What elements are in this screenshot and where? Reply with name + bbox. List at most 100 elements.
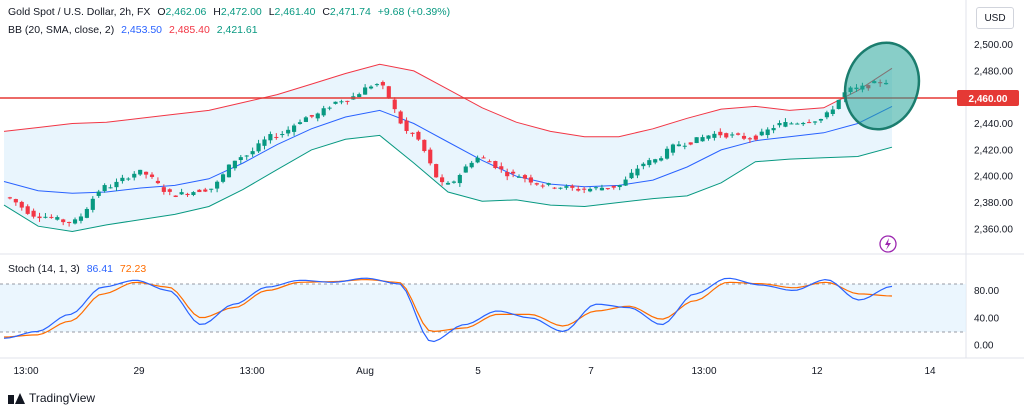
candle bbox=[706, 135, 711, 141]
candle bbox=[670, 143, 676, 156]
candle-body bbox=[161, 187, 166, 192]
candle bbox=[49, 214, 54, 219]
candle bbox=[43, 213, 48, 219]
candle-body bbox=[730, 134, 735, 136]
candle-body bbox=[37, 216, 42, 219]
bb-mid-value: 2,453.50 bbox=[121, 24, 163, 36]
footer-brand[interactable]: TradingView bbox=[8, 391, 95, 405]
candle bbox=[220, 173, 226, 184]
candle-body bbox=[511, 171, 516, 174]
stoch-tick-label: 80.00 bbox=[974, 286, 999, 297]
candle bbox=[741, 132, 747, 141]
candle-body bbox=[617, 184, 622, 188]
lightning-icon[interactable] bbox=[879, 235, 897, 253]
candle-body bbox=[812, 121, 818, 123]
stoch-label[interactable]: Stoch (14, 1, 3) bbox=[8, 263, 80, 275]
candle bbox=[818, 118, 824, 123]
candle-body bbox=[588, 188, 593, 192]
candle-body bbox=[185, 193, 190, 196]
candle-body bbox=[469, 162, 474, 168]
candle-body bbox=[546, 183, 551, 185]
candle-body bbox=[108, 187, 113, 189]
candle bbox=[333, 101, 338, 105]
candle-body bbox=[558, 187, 563, 189]
candle bbox=[203, 187, 208, 193]
bb-label[interactable]: BB (20, SMA, close, 2) bbox=[8, 24, 115, 36]
stoch-tick-label: 40.00 bbox=[974, 313, 999, 324]
candle-body bbox=[741, 135, 747, 139]
candle bbox=[167, 188, 172, 196]
candle-body bbox=[434, 164, 439, 178]
stoch-legend: Stoch (14, 1, 3) 86.41 72.23 bbox=[8, 263, 150, 275]
currency-button[interactable]: USD bbox=[976, 7, 1014, 29]
price-tick-label: 2,500.00 bbox=[974, 40, 1013, 51]
candle bbox=[410, 132, 415, 137]
candle bbox=[215, 180, 220, 193]
candle bbox=[736, 132, 741, 136]
candle-body bbox=[138, 169, 143, 175]
candle-body bbox=[132, 173, 137, 178]
candle-body bbox=[149, 174, 155, 177]
candle-body bbox=[576, 188, 581, 191]
candle bbox=[144, 171, 149, 179]
candle-body bbox=[72, 219, 78, 224]
time-tick-label: 7 bbox=[588, 366, 594, 377]
candle bbox=[13, 198, 18, 206]
candle bbox=[197, 189, 202, 193]
candle bbox=[759, 128, 764, 137]
currency-label: USD bbox=[984, 12, 1006, 24]
candle-body bbox=[765, 129, 770, 136]
candle bbox=[688, 142, 693, 146]
candle-body bbox=[457, 174, 462, 184]
candle bbox=[440, 174, 445, 186]
bb-upper-line bbox=[3, 63, 893, 138]
open-value: 2,462.06 bbox=[165, 6, 207, 18]
candle bbox=[659, 156, 664, 162]
candle bbox=[374, 83, 380, 87]
candle bbox=[357, 92, 362, 98]
highlight-ellipse[interactable] bbox=[834, 33, 930, 139]
candle bbox=[505, 168, 510, 181]
candle-body bbox=[445, 182, 451, 185]
candle-body bbox=[155, 180, 160, 184]
candle-body bbox=[611, 185, 616, 188]
candle-body bbox=[783, 122, 788, 127]
candle bbox=[528, 174, 533, 186]
candle-body bbox=[268, 134, 273, 141]
candle bbox=[694, 137, 699, 144]
time-tick-label: 13:00 bbox=[239, 366, 264, 377]
candle bbox=[795, 122, 800, 125]
high-label: H bbox=[213, 6, 221, 18]
candle-body bbox=[807, 122, 812, 124]
candle-body bbox=[777, 123, 782, 126]
candle bbox=[588, 187, 593, 193]
level-price-label: 2,460.00 bbox=[957, 90, 1019, 106]
candle bbox=[546, 182, 551, 187]
candle bbox=[345, 100, 350, 105]
candle bbox=[7, 196, 12, 200]
time-tick-label: Aug bbox=[356, 366, 374, 377]
price-axis[interactable]: 2,500.002,480.002,460.002,440.002,420.00… bbox=[974, 40, 1013, 235]
candle bbox=[516, 174, 522, 178]
candle-body bbox=[238, 157, 243, 161]
candle bbox=[457, 173, 462, 187]
candle bbox=[268, 131, 273, 144]
candle-body bbox=[339, 101, 344, 103]
candle-body bbox=[226, 164, 232, 178]
candle-body bbox=[747, 138, 752, 140]
candle bbox=[386, 85, 391, 99]
candle-body bbox=[670, 144, 676, 153]
candle-body bbox=[647, 160, 652, 166]
price-tick-label: 2,480.00 bbox=[974, 66, 1013, 77]
candle bbox=[641, 162, 646, 170]
candle-body bbox=[209, 188, 214, 190]
time-axis[interactable]: 13:00 29 13:00 Aug 5 7 13:00 12 14 bbox=[13, 366, 936, 377]
candle-body bbox=[191, 192, 196, 195]
stoch-axis[interactable]: 80.00 40.00 0.00 bbox=[974, 286, 999, 352]
candle bbox=[404, 117, 409, 134]
candle-body bbox=[499, 166, 504, 170]
symbol-title[interactable]: Gold Spot / U.S. Dollar, 2h, FX bbox=[8, 6, 151, 18]
candle-body bbox=[528, 177, 533, 183]
bb-basis-line bbox=[3, 105, 893, 194]
